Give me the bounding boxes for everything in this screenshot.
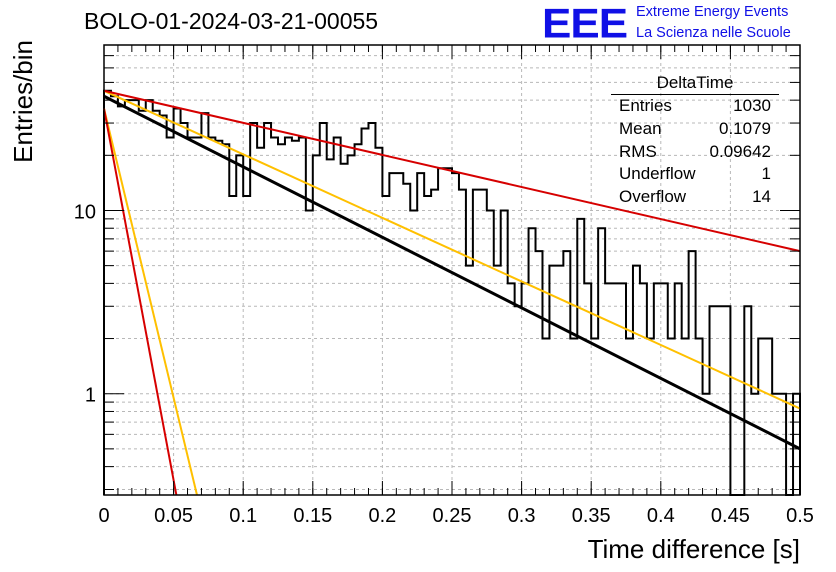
stats-title: DeltaTime: [611, 72, 779, 95]
stats-value: 0.09642: [709, 141, 771, 161]
x-axis-title: Time difference [s]: [588, 534, 800, 564]
stats-row-overflow: Overflow 14: [611, 186, 779, 209]
stats-value: 14: [752, 187, 771, 207]
fit-curve: [103, 89, 801, 253]
histogram-outline: [103, 89, 801, 496]
eee-logo: EEE: [542, 0, 628, 47]
y-tick-label: 1: [85, 385, 96, 407]
x-tick-label: 0.1: [229, 505, 257, 527]
chart-title: BOLO-01-2024-03-21-00055: [84, 8, 379, 34]
stats-row-mean: Mean 0.1079: [611, 118, 779, 141]
stats-value: 1030: [733, 96, 771, 115]
fit-curve: [103, 89, 801, 410]
stats-label: Overflow: [619, 187, 687, 207]
fit-curve: [103, 108, 178, 496]
y-tick-label: 10: [74, 201, 96, 223]
fit-curve: [103, 94, 801, 451]
x-tick-label: 0: [98, 505, 109, 527]
x-tick-label: 0.35: [572, 505, 611, 527]
x-tick-label: 0.45: [711, 505, 750, 527]
x-tick-label: 0.3: [508, 505, 536, 527]
stats-label: Underflow: [619, 164, 696, 184]
stats-value: 1: [761, 164, 771, 184]
stats-box: DeltaTime Entries 1030 Mean 0.1079 RMS 0…: [611, 72, 779, 209]
stats-row-underflow: Underflow 1: [611, 163, 779, 186]
stats-row-rms: RMS 0.09642: [611, 141, 779, 164]
logo-line-2: La Scienza nelle Scuole: [636, 25, 791, 41]
fit-curve: [103, 108, 198, 496]
y-axis-title: Entries/bin: [8, 40, 38, 163]
stats-label: Entries: [619, 96, 672, 115]
stats-row-entries: Entries 1030: [611, 95, 779, 118]
stats-label: RMS: [619, 141, 657, 161]
fit-curves: [103, 89, 801, 496]
x-tick-label: 0.05: [154, 505, 193, 527]
logo-line-1: Extreme Energy Events: [636, 4, 789, 20]
x-tick-label: 0.5: [786, 505, 814, 527]
x-tick-label: 0.4: [647, 505, 675, 527]
x-tick-labels: 0 0.05 0.1 0.15 0.2 0.25 0.3 0.35 0.4 0.45 0.5: [98, 505, 813, 527]
stats-value: 0.1079: [719, 118, 771, 138]
x-tick-label: 0.25: [433, 505, 472, 527]
x-tick-label: 0.2: [368, 505, 396, 527]
histogram-bars: [103, 89, 801, 496]
y-tick-labels: 1 10: [74, 201, 96, 406]
axis-ticks: [103, 44, 801, 495]
stats-label: Mean: [619, 118, 662, 138]
x-tick-label: 0.15: [293, 505, 332, 527]
